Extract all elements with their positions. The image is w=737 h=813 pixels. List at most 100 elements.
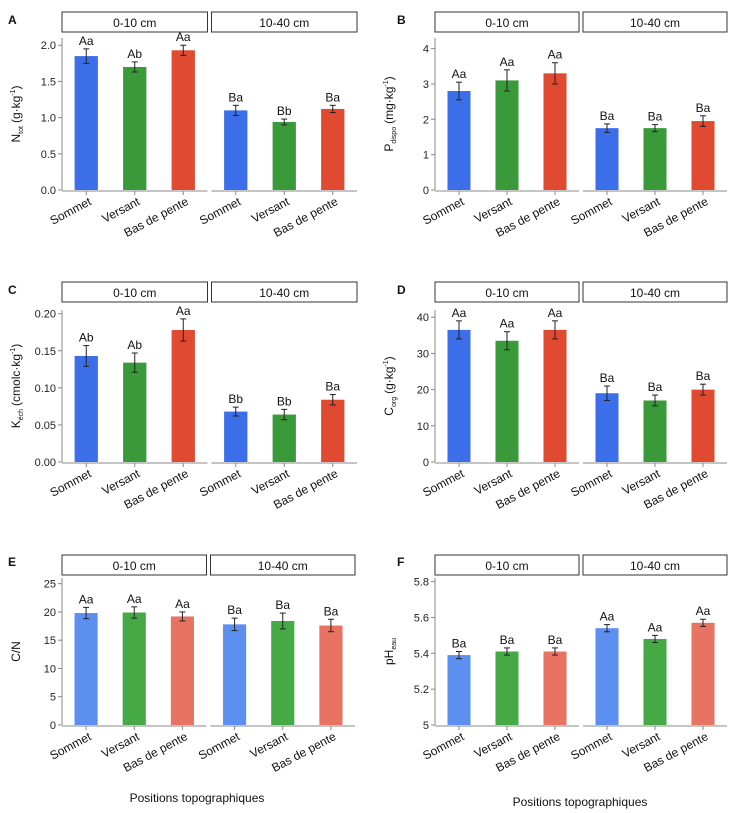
bar xyxy=(272,121,296,190)
facet-strip xyxy=(434,281,580,303)
panel-letter: D xyxy=(397,283,406,297)
bar xyxy=(595,393,619,462)
bar xyxy=(74,355,98,462)
panel-a: A 0.0 0.5 1.0 1.5 2.0 Ntot (g·kg-1) 0-10 cm Aa Som… xyxy=(8,11,358,240)
significance-label: Ba xyxy=(648,110,663,124)
panel-letter: E xyxy=(8,555,16,569)
y-tick-label: 1.0 xyxy=(41,113,56,125)
x-tick-label: Sommet xyxy=(197,194,244,228)
y-axis-label-main: pH xyxy=(382,650,396,665)
y-axis-label-main: C/N xyxy=(9,641,23,662)
bar xyxy=(643,128,667,190)
y-axis-label-unit: (cmolc·kg xyxy=(9,354,23,406)
y-axis-label-sup: -1 xyxy=(10,89,17,95)
bar xyxy=(447,655,471,725)
significance-label: Aa xyxy=(548,306,563,320)
panel-letter: B xyxy=(397,13,406,27)
y-axis-label-sup: -1 xyxy=(10,348,17,354)
significance-label: Aa xyxy=(696,604,711,618)
facet-strip xyxy=(211,11,358,33)
significance-label: Ba xyxy=(325,380,340,394)
significance-label: Aa xyxy=(548,48,563,62)
x-tick-label: Sommet xyxy=(420,729,467,763)
y-tick-label: 5.4 xyxy=(414,648,429,660)
facet-strip-label: 10-40 cm xyxy=(630,16,680,30)
bar xyxy=(171,50,195,190)
significance-label: Ba xyxy=(600,109,615,123)
panel-letter: A xyxy=(8,13,17,27)
y-tick-label: 0 xyxy=(423,457,429,469)
facet-strip-label: 10-40 cm xyxy=(630,559,680,573)
bar xyxy=(74,613,98,725)
y-tick-label: 25 xyxy=(44,579,56,591)
significance-label: Ab xyxy=(127,47,142,61)
y-tick-label: 20 xyxy=(44,607,56,619)
y-tick-label: 5.8 xyxy=(414,577,429,589)
bar xyxy=(224,110,248,190)
y-axis-label-unit: (g·kg xyxy=(382,367,396,394)
facet-strip xyxy=(434,11,580,33)
bar xyxy=(123,362,147,462)
y-tick-label: 0 xyxy=(50,720,56,732)
y-tick-label: 0.15 xyxy=(35,346,56,358)
significance-label: Aa xyxy=(79,34,94,48)
x-tick-label: Sommet xyxy=(47,729,94,763)
significance-label: Aa xyxy=(500,317,515,331)
y-axis-label-sub: eau xyxy=(391,638,398,650)
y-axis-label-unit: (g·kg xyxy=(9,96,23,123)
facet-strip-label: 0-10 cm xyxy=(485,16,528,30)
facet-strip-label: 10-40 cm xyxy=(259,286,309,300)
y-tick-label: 30 xyxy=(417,348,429,360)
y-tick-label: 0.5 xyxy=(41,149,56,161)
y-axis-label-main: C xyxy=(382,407,396,416)
bar xyxy=(321,399,345,462)
facet-strip xyxy=(582,281,728,303)
significance-label: Aa xyxy=(176,30,191,44)
y-axis-label: Pdispo (mg·kg-1) xyxy=(382,76,398,151)
x-axis-title-left: Positions topographiques xyxy=(130,791,265,805)
y-tick-label: 0.05 xyxy=(35,420,56,432)
facet-strip xyxy=(582,11,728,33)
significance-label: Aa xyxy=(176,304,191,318)
significance-label: Aa xyxy=(79,592,94,606)
y-tick-label: 5 xyxy=(50,692,56,704)
bar xyxy=(691,121,715,190)
significance-label: Ab xyxy=(127,338,142,352)
facet-strip-label: 0-10 cm xyxy=(485,286,528,300)
x-tick-label: Sommet xyxy=(48,466,95,500)
significance-label: Bb xyxy=(277,104,292,118)
facet-strip-label: 0-10 cm xyxy=(113,286,156,300)
y-tick-label: 15 xyxy=(44,635,56,647)
y-tick-label: 5 xyxy=(423,720,429,732)
y-tick-label: 0.10 xyxy=(35,383,56,395)
facet-strip xyxy=(61,281,208,303)
facet-strip xyxy=(582,554,728,576)
y-axis-label: pHeau xyxy=(382,638,398,665)
y-tick-label: 5.2 xyxy=(414,684,429,696)
significance-label: Aa xyxy=(648,620,663,634)
bar xyxy=(691,622,715,725)
y-axis-label: C/N xyxy=(9,641,23,662)
bar xyxy=(224,411,248,462)
significance-label: Ba xyxy=(227,603,242,617)
y-axis-label: Corg (g·kg-1) xyxy=(382,356,398,415)
bar xyxy=(74,56,98,190)
bar xyxy=(447,329,471,462)
significance-label: Bb xyxy=(277,394,292,408)
y-axis-label-sub: dispo xyxy=(391,127,398,144)
bar xyxy=(543,73,567,190)
significance-label: Aa xyxy=(452,306,467,320)
bar xyxy=(272,414,296,462)
facet-strip-label: 0-10 cm xyxy=(113,16,156,30)
panel-letter: F xyxy=(397,555,404,569)
facet-strip-label: 10-40 cm xyxy=(258,559,308,573)
y-tick-label: 5.6 xyxy=(414,612,429,624)
x-tick-label: Sommet xyxy=(568,466,615,500)
significance-label: Aa xyxy=(600,610,615,624)
y-tick-label: 0.00 xyxy=(35,457,56,469)
y-axis-label-unit: (mg·kg xyxy=(382,87,396,124)
y-axis-label: Ntot (g·kg-1) xyxy=(9,85,25,142)
